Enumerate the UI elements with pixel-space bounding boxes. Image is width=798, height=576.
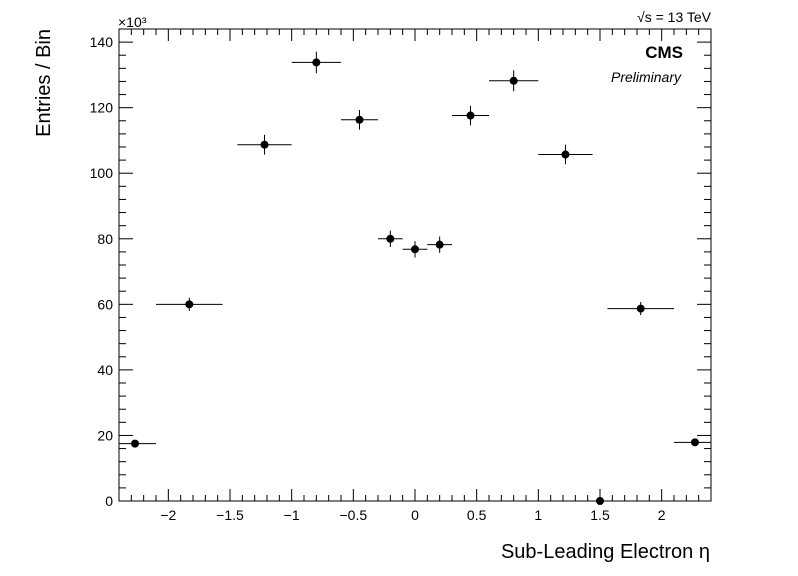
marker xyxy=(561,150,570,159)
marker xyxy=(509,76,518,85)
x-tick-label: −2 xyxy=(160,507,176,523)
x-axis-label: Sub-Leading Electron η xyxy=(501,541,710,563)
energy-label: √s = 13 TeV xyxy=(637,9,712,25)
marker xyxy=(355,115,364,124)
x-tick-label: 1.5 xyxy=(590,507,610,523)
cms-label: CMS xyxy=(645,43,683,62)
y-tick-label: 120 xyxy=(90,100,114,116)
data-point xyxy=(378,230,403,247)
preliminary-label: Preliminary xyxy=(611,69,682,85)
y-tick-label: 100 xyxy=(90,165,114,181)
x-tick-label: 2 xyxy=(658,507,666,523)
data-point xyxy=(119,439,156,448)
y-tick-label: 80 xyxy=(97,231,113,247)
y-axis-label: Entries / Bin xyxy=(33,29,55,137)
y-tick-label: 40 xyxy=(97,362,113,378)
x-tick-label: −0.5 xyxy=(340,507,368,523)
x-tick-label: 0.5 xyxy=(467,507,487,523)
data-point xyxy=(291,51,341,74)
data-point xyxy=(538,144,593,165)
data-point xyxy=(341,109,378,130)
data-point xyxy=(674,438,711,447)
marker xyxy=(411,245,419,254)
plot-frame xyxy=(118,28,712,502)
data-point xyxy=(427,236,452,253)
x-tick-label: 1 xyxy=(534,507,542,523)
data-point xyxy=(489,70,539,92)
y-tick-label: 60 xyxy=(97,296,113,312)
marker xyxy=(260,140,269,149)
x-tick-label: 0 xyxy=(411,507,419,523)
y-tick-label: 20 xyxy=(97,427,113,443)
axis-ticks xyxy=(118,28,712,502)
data-points xyxy=(119,51,711,505)
data-point xyxy=(402,241,428,258)
data-point xyxy=(156,297,223,311)
x-tick-label: −1 xyxy=(284,507,300,523)
marker xyxy=(386,234,395,243)
marker xyxy=(636,304,645,313)
data-point xyxy=(607,302,674,316)
marker xyxy=(312,58,321,67)
marker xyxy=(690,438,699,447)
marker xyxy=(131,439,140,448)
data-point xyxy=(452,105,489,126)
x-tick-label: −1.5 xyxy=(216,507,244,523)
marker xyxy=(185,300,194,309)
marker xyxy=(466,111,475,120)
y-tick-label: 0 xyxy=(105,493,113,509)
y-multiplier: ×10³ xyxy=(118,14,147,30)
y-tick-label: 140 xyxy=(90,34,114,50)
data-point xyxy=(237,134,292,155)
marker xyxy=(435,240,444,249)
